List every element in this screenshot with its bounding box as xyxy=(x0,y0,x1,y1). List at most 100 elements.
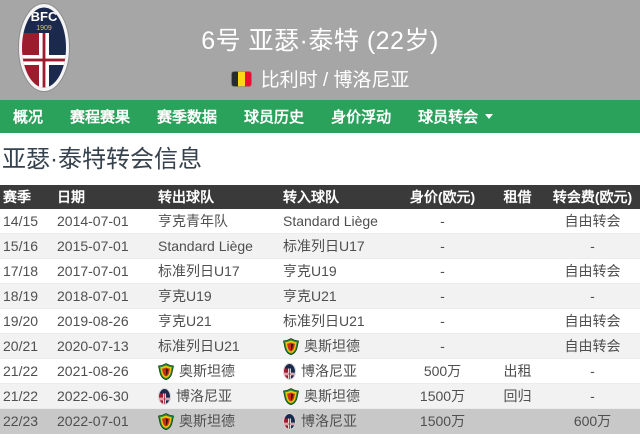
oostende-crest-icon xyxy=(283,387,299,405)
nav-tab-player-history[interactable]: 球员历史 xyxy=(244,106,304,127)
team-cell: 奥斯坦德 xyxy=(280,333,395,360)
column-header-to-team: 转入球队 xyxy=(280,184,395,209)
team-link[interactable]: 亨克青年队 xyxy=(158,212,228,229)
market-value-cell: 500万 xyxy=(395,358,490,385)
team-link[interactable]: 奥斯坦德 xyxy=(179,413,235,430)
date-cell: 2015-07-01 xyxy=(55,233,155,260)
section-title: 亚瑟·泰特转会信息 xyxy=(2,146,202,173)
crest-initials: BFC xyxy=(31,9,58,24)
bologna-crest-icon xyxy=(158,387,171,405)
oostende-crest-icon xyxy=(283,337,299,355)
date-cell: 2017-07-01 xyxy=(55,258,155,285)
season-cell: 20/21 xyxy=(0,333,55,360)
season-cell: 18/19 xyxy=(0,283,55,310)
loan-cell xyxy=(490,258,545,285)
nav-tab-label: 赛季数据 xyxy=(157,109,218,126)
loan-cell: 回归 xyxy=(490,383,545,410)
team-link[interactable]: 博洛尼亚 xyxy=(301,363,357,380)
player-header: BFC 1909 6号 亚瑟·泰特 (22岁) 比利时 / 博洛尼亚 xyxy=(0,0,640,100)
team-cell: 奥斯坦德 xyxy=(155,358,280,385)
table-header-row: 赛季 日期 转出球队 转入球队 身价(欧元) 租借 转会费(欧元) xyxy=(0,184,640,209)
team-cell: Standard Liège xyxy=(280,208,395,235)
team-link[interactable]: 亨克U19 xyxy=(158,288,212,305)
market-value-cell: - xyxy=(395,208,490,235)
nav-tab-label: 球员转会 xyxy=(418,109,479,126)
loan-cell xyxy=(490,208,545,235)
transfer-row: 15/16 2015-07-01 Standard Liège 标准列日U17 - - xyxy=(0,233,640,260)
fee-cell: - xyxy=(545,383,640,410)
loan-cell: 出租 xyxy=(490,358,545,385)
team-link[interactable]: 博洛尼亚 xyxy=(176,388,232,405)
nav-tab-label: 概况 xyxy=(13,109,44,126)
market-value-cell: - xyxy=(395,283,490,310)
nav-tab-label: 球员历史 xyxy=(244,109,305,126)
team-link[interactable]: 奥斯坦德 xyxy=(304,388,360,405)
team-link[interactable]: 标准列日U17 xyxy=(158,263,240,280)
nav-tab-season-stats[interactable]: 赛季数据 xyxy=(157,106,217,127)
team-cell: 博洛尼亚 xyxy=(280,408,395,435)
transfer-row: 20/21 2020-07-13 标准列日U21 奥斯坦德 - 自由转会 xyxy=(0,333,640,360)
crest-year: 1909 xyxy=(36,25,52,32)
fee-cell: - xyxy=(545,233,640,260)
nav-tab-label: 身价浮动 xyxy=(331,109,392,126)
date-cell: 2022-06-30 xyxy=(55,383,155,410)
team-cell: 标准列日U21 xyxy=(280,308,395,335)
column-header-loan: 租借 xyxy=(490,184,545,209)
column-header-from-team: 转出球队 xyxy=(155,184,280,209)
fee-cell: 自由转会 xyxy=(545,208,640,235)
market-value-cell: 1500万 xyxy=(395,408,490,435)
team-link[interactable]: 标准列日U21 xyxy=(283,313,365,330)
fee-cell: - xyxy=(545,283,640,310)
team-link[interactable]: 标准列日U17 xyxy=(283,238,365,255)
column-header-date: 日期 xyxy=(55,184,155,209)
nav-tab-player-transfers[interactable]: 球员转会 xyxy=(418,106,494,127)
team-cell: 博洛尼亚 xyxy=(280,358,395,385)
team-link[interactable]: 奥斯坦德 xyxy=(304,338,360,355)
season-cell: 21/22 xyxy=(0,358,55,385)
team-link[interactable]: 奥斯坦德 xyxy=(179,363,235,380)
transfer-row: 19/20 2019-08-26 亨克U21 标准列日U21 - 自由转会 xyxy=(0,308,640,335)
market-value-cell: - xyxy=(395,258,490,285)
market-value-cell: - xyxy=(395,233,490,260)
team-link[interactable]: 标准列日U21 xyxy=(158,338,240,355)
team-cell: 奥斯坦德 xyxy=(155,408,280,435)
team-link[interactable]: 博洛尼亚 xyxy=(301,413,357,430)
fee-cell: - xyxy=(545,358,640,385)
date-cell: 2020-07-13 xyxy=(55,333,155,360)
date-cell: 2022-07-01 xyxy=(55,408,155,435)
team-link[interactable]: 亨克U19 xyxy=(283,263,337,280)
date-cell: 2019-08-26 xyxy=(55,308,155,335)
bologna-club-crest-icon: BFC 1909 xyxy=(18,3,70,92)
loan-cell xyxy=(490,233,545,260)
transfer-row: 22/23 2022-07-01 奥斯坦德 博洛尼亚 1500万 600万 xyxy=(0,408,640,435)
season-cell: 17/18 xyxy=(0,258,55,285)
team-cell: 亨克U21 xyxy=(280,283,395,310)
bologna-crest-icon xyxy=(283,412,296,430)
season-cell: 22/23 xyxy=(0,408,55,435)
player-nationality-club: 比利时 / 博洛尼亚 xyxy=(260,70,410,91)
season-cell: 15/16 xyxy=(0,233,55,260)
transfer-row: 18/19 2018-07-01 亨克U19 亨克U21 - - xyxy=(0,283,640,310)
season-cell: 19/20 xyxy=(0,308,55,335)
team-link[interactable]: Standard Liège xyxy=(158,238,253,255)
main-nav: 概况 赛程赛果 赛季数据 球员历史 身价浮动 球员转会 xyxy=(0,100,640,133)
bologna-crest-icon xyxy=(283,362,296,380)
team-link[interactable]: Standard Liège xyxy=(283,212,378,229)
column-header-market-value: 身价(欧元) xyxy=(395,184,490,209)
date-cell: 2014-07-01 xyxy=(55,208,155,235)
team-cell: Standard Liège xyxy=(155,233,280,260)
date-cell: 2018-07-01 xyxy=(55,283,155,310)
team-link[interactable]: 亨克U21 xyxy=(158,313,212,330)
team-cell: 亨克青年队 xyxy=(155,208,280,235)
team-cell: 亨克U19 xyxy=(155,283,280,310)
fee-cell: 600万 xyxy=(545,408,640,435)
transfer-row: 21/22 2021-08-26 奥斯坦德 博洛尼亚 500万 出租 - xyxy=(0,358,640,385)
market-value-cell: - xyxy=(395,308,490,335)
nav-tab-market-value[interactable]: 身价浮动 xyxy=(331,106,391,127)
team-link[interactable]: 亨克U21 xyxy=(283,288,337,305)
transfer-row: 14/15 2014-07-01 亨克青年队 Standard Liège - 自由转会 xyxy=(0,208,640,235)
team-cell: 亨克U21 xyxy=(155,308,280,335)
loan-cell xyxy=(490,308,545,335)
nav-tab-overview[interactable]: 概况 xyxy=(13,106,43,127)
nav-tab-fixtures-results[interactable]: 赛程赛果 xyxy=(70,106,130,127)
